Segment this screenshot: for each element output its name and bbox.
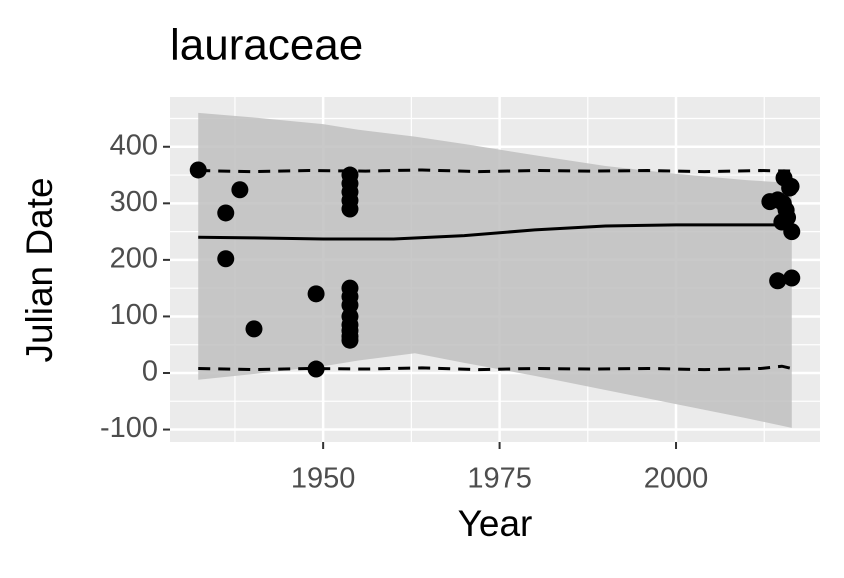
x-tick-label: 1975 — [467, 463, 532, 495]
point — [783, 223, 801, 241]
point — [307, 285, 325, 303]
point — [341, 200, 359, 218]
point — [783, 269, 801, 287]
y-axis-title: Julian Date — [19, 177, 60, 362]
y-tick-label: 0 — [142, 356, 158, 388]
point — [189, 161, 207, 179]
x-axis-title: Year — [458, 503, 533, 544]
point — [217, 204, 235, 222]
point — [782, 177, 800, 195]
y-tick-label: 300 — [110, 186, 158, 218]
point — [769, 272, 787, 290]
y-tick-label: 200 — [110, 243, 158, 275]
point — [307, 360, 325, 378]
point — [774, 194, 792, 212]
trend-line — [198, 223, 792, 241]
y-tick-label: 100 — [110, 299, 158, 331]
y-tick-label: -100 — [100, 412, 158, 444]
x-tick-label: 2000 — [644, 463, 709, 495]
y-tick-label: 400 — [110, 129, 158, 161]
point — [217, 250, 235, 268]
chart-title: lauraceae — [170, 21, 363, 70]
point — [245, 320, 263, 338]
x-tick-label: 1950 — [291, 463, 356, 495]
point — [779, 208, 797, 226]
point — [231, 181, 249, 199]
quantile-line — [198, 168, 792, 174]
point — [341, 331, 359, 349]
